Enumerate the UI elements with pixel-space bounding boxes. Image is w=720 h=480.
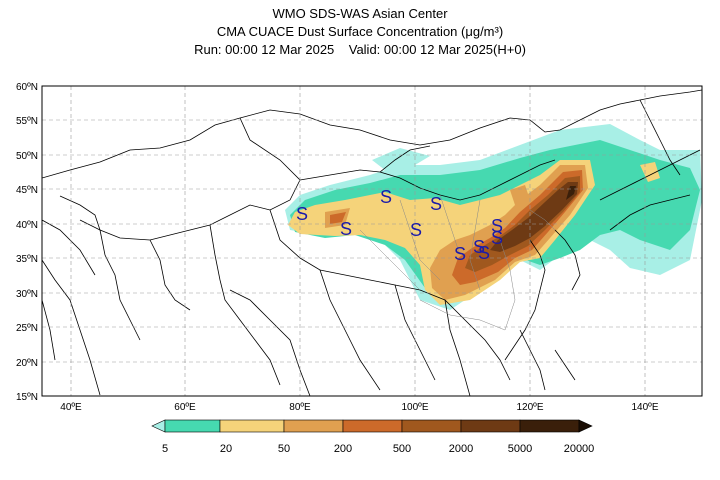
colorbar-swatch [401,419,462,433]
colorbar: 5 20 50 200 500 2000 5000 20000 [151,419,595,455]
colorbar-swatch [219,419,285,433]
dust-storm-symbol: S [491,216,503,236]
colorbar-label: 200 [334,443,352,455]
dust-storm-symbol: S [430,194,442,214]
title-line-2: CMA CUACE Dust Surface Concentration (μg… [216,24,504,39]
colorbar-label: 500 [393,443,411,455]
colorbar-label: 5000 [508,443,532,455]
colorbar-swatch [164,419,221,433]
dust-storm-symbol: S [340,219,352,239]
lon-tick: 120ºE [516,402,543,413]
lat-tick: 30ºN [16,289,38,300]
lat-tick: 50ºN [16,151,38,162]
map-frame [41,85,703,397]
lat-tick: 55ºN [16,116,38,127]
colorbar-label: 5 [162,443,168,455]
dust-storm-symbol: S [410,220,422,240]
colorbar-swatch [519,419,580,433]
lon-tick: 100ºE [401,402,428,413]
lat-tick: 25ºN [16,323,38,334]
colorbar-swatch [460,419,521,433]
lon-tick: 60ºE [174,402,196,413]
lon-tick: 80ºE [289,402,311,413]
lat-tick: 60ºN [16,82,38,93]
title-line-1: WMO SDS-WAS Asian Center [272,6,448,21]
title-line-3: Run: 00:00 12 Mar 2025 Valid: 00:00 12 M… [194,42,526,57]
dust-storm-symbol: S [473,237,485,257]
lon-tick-labels: 40ºE 60ºE 80ºE 100ºE 120ºE 140ºE [60,402,659,413]
lon-tick: 40ºE [60,402,82,413]
dust-storm-symbol: S [454,244,466,264]
lat-tick: 45ºN [16,185,38,196]
dust-storm-symbols: S S S S S S S S S S [296,187,503,264]
dust-storm-symbol: S [491,228,503,248]
colorbar-swatch [283,419,344,433]
lat-tick: 15ºN [16,392,38,403]
province-boundaries [359,194,556,331]
colorbar-end-arrow [578,419,593,433]
lon-tick: 140ºE [631,402,658,413]
colorbar-label: 20000 [564,443,595,455]
colorbar-label: 50 [278,443,290,455]
dust-storm-symbol: S [296,204,308,224]
colorbar-swatch [151,419,166,433]
lat-tick: 40ºN [16,220,38,231]
lat-tick: 35ºN [16,254,38,265]
dust-concentration-field [285,124,702,310]
dust-storm-symbol: S [380,187,392,207]
lat-tick-labels: 15ºN 20ºN 25ºN 30ºN 35ºN 40ºN 45ºN 50ºN … [16,82,38,403]
lat-tick: 20ºN [16,358,38,369]
colorbar-label: 20 [220,443,232,455]
colorbar-swatch [342,419,403,433]
graticule [42,86,702,396]
colorbar-label: 2000 [449,443,473,455]
dust-storm-symbol: S [478,243,490,263]
